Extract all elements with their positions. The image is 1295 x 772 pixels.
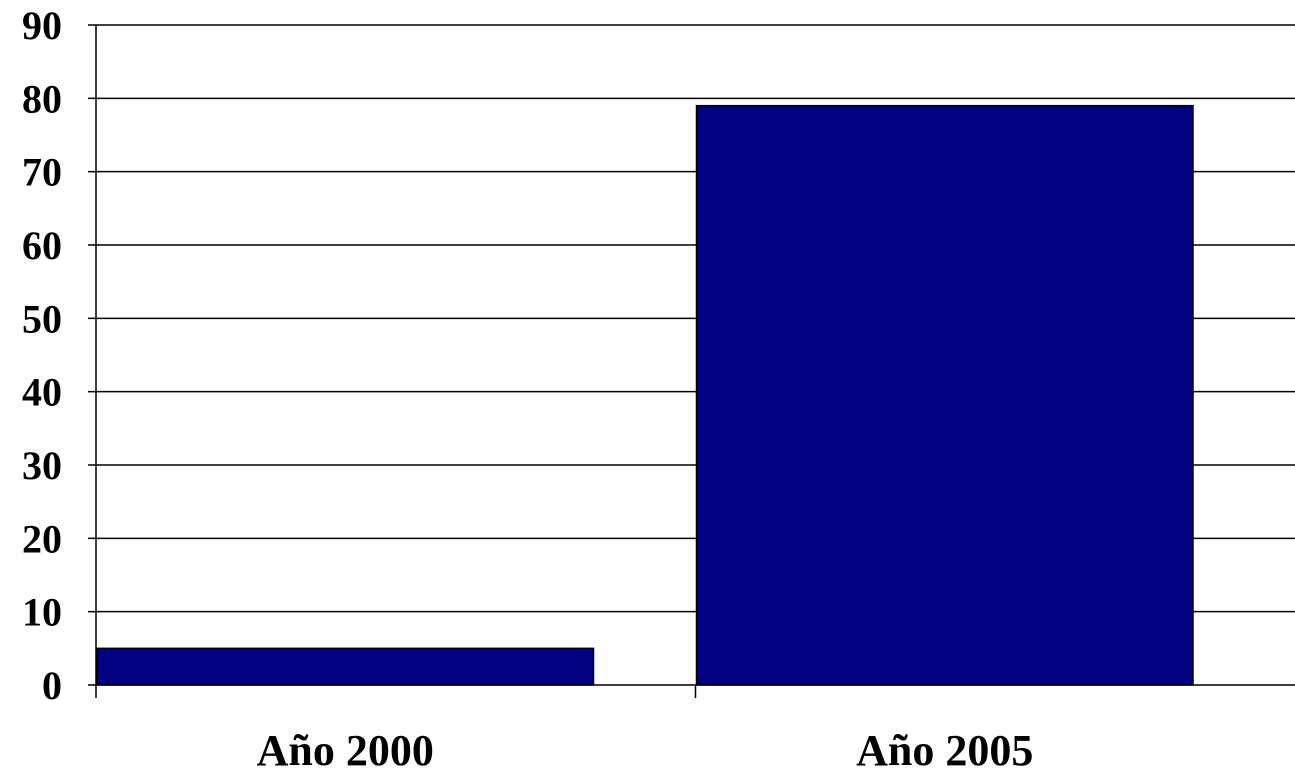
y-tick-label: 90 (22, 3, 62, 48)
y-tick-label: 70 (22, 150, 62, 195)
bar-1 (695, 104, 1194, 686)
x-tick-labels: Año 2000 Año 2005 (257, 726, 1034, 772)
bar-0 (96, 647, 595, 686)
y-tick-label: 40 (22, 370, 62, 415)
x-tick-label: Año 2000 (257, 726, 434, 772)
y-tick-label: 30 (22, 443, 62, 488)
x-tick-label: Año 2005 (856, 726, 1033, 772)
y-tick-label: 60 (22, 223, 62, 268)
y-tick-labels: 0 10 20 30 40 50 60 70 80 90 (22, 3, 62, 708)
gridlines (96, 24, 1295, 613)
y-tick-label: 50 (22, 296, 62, 341)
axes (88, 24, 1295, 698)
y-tick-label: 10 (22, 590, 62, 635)
y-tick-label: 0 (42, 663, 62, 708)
y-tick-label: 80 (22, 76, 62, 121)
bars (96, 104, 1194, 686)
y-tick-label: 20 (22, 516, 62, 561)
